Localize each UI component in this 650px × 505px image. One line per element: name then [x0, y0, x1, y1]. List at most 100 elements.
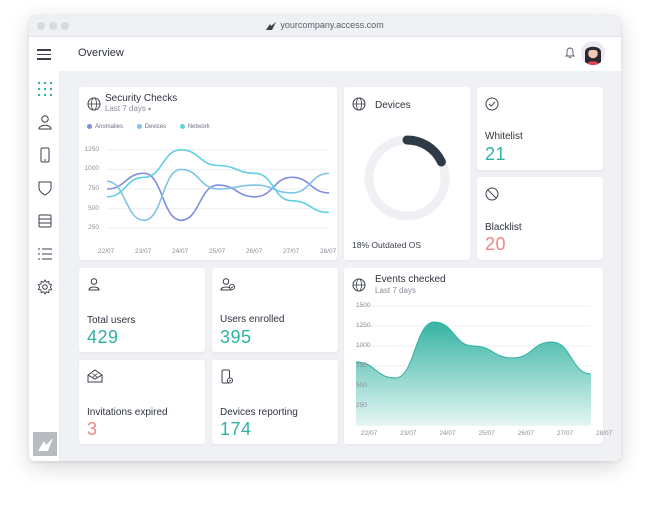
devices-caption: 18% Outdated OS [352, 240, 421, 250]
devices-reporting-value: 174 [220, 419, 252, 439]
notification-bell-icon[interactable] [565, 47, 575, 59]
events-checked-period: Last 7 days [375, 286, 416, 295]
blacklist-value: 20 [485, 234, 507, 254]
main-content: Security Checks Last 7 days ▾ Anomalies … [60, 71, 621, 461]
y-tick-label: 250 [88, 224, 99, 232]
area-chart-svg [355, 305, 592, 426]
x-tick-label: 27/07 [556, 430, 574, 437]
y-tick-label: 1000 [356, 342, 371, 349]
legend-item-network: Network [179, 124, 210, 131]
legend-label: Network [187, 124, 210, 131]
events-area-fill [356, 322, 591, 426]
events-checked-title: Events checked [375, 274, 446, 285]
outdated-os-arc [364, 135, 450, 221]
devices-title: Devices [375, 100, 411, 111]
security-checks-chart: 250 500 750 1000 1250 22/07 23/07 24/07 25/07 26/… [79, 132, 337, 260]
users-enrolled-card: Users enrolled 395 [212, 268, 338, 352]
y-tick-label: 1500 [356, 302, 371, 309]
sidebar [29, 71, 60, 461]
x-tick-label: 28/07 [596, 430, 613, 437]
close-window-dot[interactable] [37, 22, 45, 30]
y-tick-label: 750 [356, 362, 367, 369]
gear-icon[interactable] [37, 279, 53, 295]
chart-legend: Anomalies Devices Network [87, 124, 222, 130]
outdated-os-donut [364, 135, 450, 221]
top-bar: Overview [29, 37, 621, 71]
users-enrolled-value: 395 [220, 327, 252, 347]
y-tick-label: 1250 [84, 145, 99, 153]
dashboard-grid-icon[interactable] [37, 81, 53, 97]
total-users-value: 429 [87, 327, 119, 347]
list-icon[interactable] [37, 246, 53, 262]
globe-icon [352, 97, 366, 111]
period-dropdown[interactable]: Last 7 days ▾ [105, 104, 151, 113]
legend-item-devices: Devices [136, 124, 167, 131]
devices-reporting-card: Devices reporting 174 [212, 360, 338, 444]
user-icon [88, 278, 100, 291]
y-tick-label: 750 [88, 185, 99, 192]
security-checks-title: Security Checks [105, 93, 178, 104]
invitations-expired-value: 3 [87, 419, 98, 439]
user-avatar[interactable] [581, 41, 605, 65]
page-title: Overview [78, 47, 124, 59]
y-tick-label: 1000 [84, 165, 99, 173]
events-area-line [355, 321, 592, 379]
minimize-window-dot[interactable] [49, 22, 57, 30]
caret-down-icon: ▾ [148, 107, 152, 113]
x-tick-label: 24/07 [172, 248, 189, 255]
title-bar: yourcompany.access.com [29, 15, 621, 37]
blacklist-card: Blacklist 20 [477, 177, 603, 260]
x-tick-label: 28/07 [320, 248, 337, 255]
maximize-window-dot[interactable] [61, 22, 69, 30]
events-checked-chart: 250 500 750 1000 1250 1500 22/07 23/07 24/07 25/0… [344, 298, 612, 444]
brand-logo-icon [33, 432, 57, 456]
period-label: Last 7 days [105, 104, 146, 113]
legend-item-anomalies: Anomalies [87, 124, 123, 130]
browser-window: yourcompany.access.com Overview [29, 15, 621, 461]
envelope-icon [87, 369, 103, 383]
url-text: yourcompany.access.com [280, 20, 384, 30]
block-icon [485, 187, 499, 201]
globe-icon [87, 97, 101, 111]
series-line-anomalies [106, 172, 330, 222]
address-bar[interactable]: yourcompany.access.com [29, 20, 621, 30]
x-tick-label: 25/07 [478, 430, 495, 437]
events-checked-card: Events checked Last 7 days 250 500 750 1000… [344, 268, 612, 444]
whitelist-title: Whitelist [485, 131, 523, 142]
line-chart-svg [106, 148, 330, 229]
legend-label: Devices [144, 124, 167, 131]
devices-card: Devices 18% Outdated OS [344, 87, 470, 260]
total-users-card: Total users 429 [79, 268, 205, 352]
y-tick-label: 500 [88, 204, 99, 212]
total-users-title: Total users [87, 315, 136, 326]
hamburger-menu-icon[interactable] [37, 49, 53, 60]
x-tick-label: 22/07 [98, 248, 115, 255]
blacklist-title: Blacklist [485, 222, 522, 233]
invitations-expired-card: Invitations expired 3 [79, 360, 205, 444]
whitelist-value: 21 [485, 144, 507, 164]
invitations-expired-title: Invitations expired [87, 407, 168, 418]
check-circle-icon [485, 97, 499, 111]
series-line-devices [106, 168, 330, 222]
company-logo-icon [266, 21, 277, 30]
legend-label: Anomalies [95, 124, 124, 131]
x-tick-label: 26/07 [517, 430, 534, 437]
x-tick-label: 22/07 [361, 430, 378, 437]
y-tick-label: 500 [356, 382, 367, 389]
x-tick-label: 27/07 [283, 248, 300, 255]
security-checks-card: Security Checks Last 7 days ▾ Anomalies … [79, 87, 337, 260]
user-icon[interactable] [37, 114, 53, 130]
devices-reporting-title: Devices reporting [220, 407, 298, 418]
y-tick-label: 1250 [356, 322, 371, 329]
x-tick-label: 23/07 [135, 248, 152, 255]
shield-icon[interactable] [37, 180, 53, 196]
series-line-network [106, 148, 330, 214]
x-tick-label: 23/07 [400, 430, 417, 437]
whitelist-card: Whitelist 21 [477, 87, 603, 170]
server-icon[interactable] [37, 213, 53, 229]
mobile-check-icon [221, 369, 234, 384]
y-tick-label: 250 [356, 402, 367, 409]
mobile-device-icon[interactable] [37, 147, 53, 163]
x-tick-label: 26/07 [246, 248, 263, 255]
globe-icon [352, 278, 366, 292]
